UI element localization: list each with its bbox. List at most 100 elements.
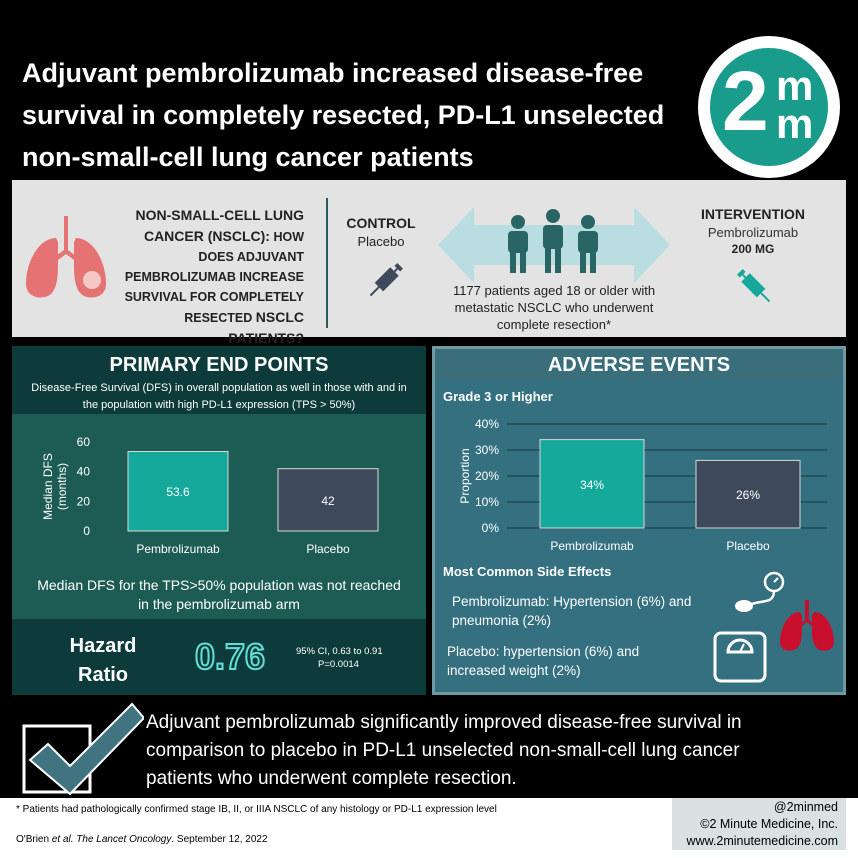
placebo-side-effects-line-1: Placebo: hypertension (6%) and (447, 644, 640, 659)
p-value: P=0.0014 (318, 659, 359, 670)
data-label: 26% (736, 488, 760, 502)
dfs-description-line-2: the population with high PD-L1 expressio… (82, 399, 356, 411)
x-tick-label: Placebo (306, 542, 350, 556)
y-tick-label: 0 (83, 524, 90, 538)
adverse-events-title: ADVERSE EVENTS (547, 354, 731, 376)
title-banner (12, 42, 712, 172)
title-line-2: survival in completely resected, PD-L1 u… (22, 100, 665, 130)
side-effects-title: Most Common Side Effects (443, 564, 612, 579)
y-tick-label: 30% (475, 443, 499, 457)
logo-two: 2 (722, 54, 769, 148)
citation-etal: et al. (51, 834, 74, 845)
primary-endpoints-title: PRIMARY END POINTS (109, 354, 329, 376)
control-value: Placebo (357, 234, 405, 249)
y-axis-label: Proportion (458, 448, 472, 503)
placebo-side-effects-line-2: increased weight (2%) (447, 663, 581, 678)
citation-date: . September 12, 2022 (171, 834, 268, 845)
dfs-description-line-1: Disease-Free Survival (DFS) in overall p… (31, 382, 407, 394)
bar (277, 468, 379, 532)
population-line-1: 1177 patients aged 18 or older with (452, 283, 656, 298)
pembrolizumab-side-effects-line-2: pneumonia (2%) (452, 613, 552, 628)
hazard-ratio-label-2: Ratio (78, 664, 128, 686)
bar (127, 450, 229, 532)
data-label: 34% (580, 478, 604, 492)
page-title: Adjuvant pembrolizumab increased disease… (22, 52, 712, 178)
title-line-3: non-small-cell lung cancer patients (22, 142, 474, 172)
blood-pressure-icon (735, 571, 785, 612)
patients-icon (508, 209, 598, 273)
citation: O'Brien et al. The Lancet Oncology. Sept… (16, 834, 268, 845)
pembrolizumab-side-effects: Pembrolizumab: Hypertension (6%) and pne… (452, 592, 722, 630)
study-overview (12, 180, 846, 337)
y-axis-label-units: (months) (55, 463, 69, 510)
footer-website[interactable]: www.2minutemedicine.com (686, 834, 838, 848)
hazard-ratio-value: 0.76 (194, 635, 266, 678)
data-label: 42 (321, 494, 335, 508)
title-line-1: Adjuvant pembrolizumab increased disease… (22, 58, 644, 88)
x-tick-label: Pembrolizumab (550, 539, 634, 553)
pembrolizumab-side-effects-line-1: Pembrolizumab: Hypertension (6%) and (452, 594, 692, 609)
x-tick-label: Placebo (726, 539, 770, 553)
y-tick-label: 40 (77, 465, 91, 479)
checkmark-icon (22, 702, 144, 796)
y-tick-label: 20% (475, 469, 499, 483)
conclusion-box (12, 700, 846, 796)
footer-handle: @2minmed (773, 800, 838, 814)
question-nsclc: NSCLC (255, 309, 304, 325)
question-end: PATIENTS? (228, 330, 304, 346)
dfs-bar-chart: 0 20 40 60 Median DFS (months) 53.6 Pembrolizum… (41, 435, 379, 556)
population-line-2: metastatic NSCLC who underwent (454, 300, 654, 315)
y-tick-label: 10% (475, 495, 499, 509)
intervention-label: INTERVENTION (701, 206, 805, 222)
syringe-icon-intervention (737, 269, 771, 303)
confidence-interval: 95% CI, 0.63 to 0.91 (296, 646, 383, 657)
y-tick-label: 0% (482, 521, 500, 535)
citation-journal: The Lancet Oncology (76, 834, 172, 845)
tps-note-line-2: in the pembrolizumab arm (138, 596, 300, 612)
citation-author: O'Brien (16, 834, 50, 845)
adverse-bar-chart: 0% 10% 20% 30% 40% Proportion 34% Pembrolizumab… (458, 417, 827, 553)
footer-copyright: ©2 Minute Medicine, Inc. (700, 817, 838, 831)
bar (539, 439, 645, 529)
logo-m-top: m (776, 62, 814, 109)
population-line-3: complete resection* (496, 317, 612, 332)
brand-logo-circle (706, 44, 832, 170)
tps-note-line-1: Median DFS for the TPS>50% population wa… (37, 577, 401, 593)
study-population: 1177 patients aged 18 or older with meta… (432, 282, 676, 333)
control-label: CONTROL (346, 215, 416, 231)
syringe-icon-control (369, 263, 403, 297)
hazard-ratio-stats: 95% CI, 0.63 to 0.91 P=0.0014 (296, 645, 416, 671)
divider (326, 198, 328, 328)
grade-label: Grade 3 or Higher (443, 389, 553, 404)
lungs-icon (26, 216, 106, 298)
hazard-ratio-box (12, 623, 426, 695)
x-tick-label: Pembrolizumab (136, 542, 220, 556)
bar (695, 459, 801, 529)
weight-scale-icon (713, 631, 767, 683)
y-tick-label: 20 (77, 494, 91, 508)
conclusion-line-1: Adjuvant pembrolizumab significantly imp… (146, 712, 742, 733)
data-label: 53.6 (166, 485, 190, 499)
hazard-ratio-label-1: Hazard (69, 635, 137, 657)
dfs-description: Disease-Free Survival (DFS) in overall p… (12, 380, 426, 414)
question-prefix: NON-SMALL-CELL LUNG CANCER (NSCLC): (135, 207, 305, 244)
conclusion-text: Adjuvant pembrolizumab significantly imp… (146, 709, 846, 793)
hazard-ratio-label: Hazard Ratio (40, 632, 166, 690)
y-axis-label: Median DFS (41, 453, 55, 520)
footer-brand: @2minmed ©2 Minute Medicine, Inc. www.2m… (672, 799, 846, 850)
lungs-red-icon (780, 600, 834, 651)
y-tick-label: 60 (77, 435, 91, 449)
intervention-dose: 200 MG (731, 242, 775, 256)
question-body: HOW DOES ADJUVANT PEMBROLIZUMAB INCREASE… (124, 230, 304, 325)
placebo-side-effects: Placebo: hypertension (6%) and increased… (447, 642, 717, 680)
study-question: NON-SMALL-CELL LUNG CANCER (NSCLC): HOW … (118, 205, 304, 349)
tps-note: Median DFS for the TPS>50% population wa… (12, 576, 426, 614)
footer-brand-box (672, 798, 846, 850)
y-tick-label: 40% (475, 417, 499, 431)
adverse-events-content (435, 380, 843, 692)
intervention-drug: Pembrolizumab (707, 225, 799, 240)
logo-m-bottom: m (776, 100, 814, 147)
logo-trademark: TM (814, 64, 825, 71)
conclusion-line-3: patients who underwent complete resectio… (146, 768, 517, 789)
